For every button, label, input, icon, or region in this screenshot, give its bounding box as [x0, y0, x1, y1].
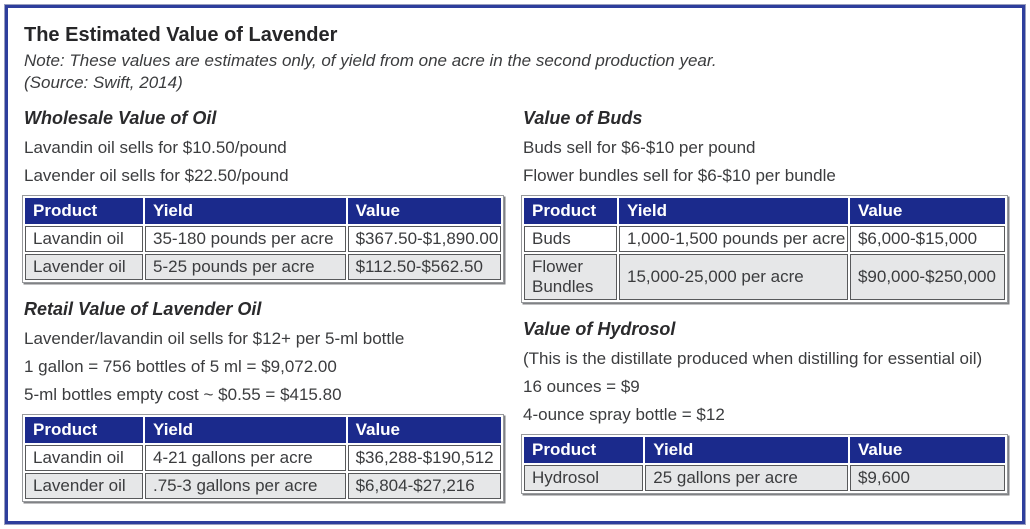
table-header-row: Product Yield Value — [524, 437, 1005, 463]
table-header-row: Product Yield Value — [25, 417, 501, 443]
table-row: Lavender oil .75-3 gallons per acre $6,8… — [25, 473, 501, 499]
product-cell: Lavender oil — [25, 473, 143, 499]
table-row: Lavandin oil 35-180 pounds per acre $367… — [25, 226, 501, 252]
table-header-cell: Product — [25, 417, 143, 443]
product-cell: Lavandin oil — [25, 226, 143, 252]
table-header-cell: Value — [347, 417, 501, 443]
info-line: Buds sell for $6-$10 per pound — [523, 138, 756, 157]
table-row: Flower Bundles 15,000-25,000 per acre $9… — [524, 254, 1005, 300]
page-title: The Estimated Value of Lavender — [24, 24, 338, 46]
section-heading: Retail Value of Lavender Oil — [24, 299, 262, 319]
info-line: (This is the distillate produced when di… — [523, 349, 983, 368]
value-cell: $6,804-$27,216 — [347, 473, 501, 499]
value-cell: $6,000-$15,000 — [849, 226, 1005, 252]
product-cell: Hydrosol — [524, 465, 644, 491]
table-row: Lavender oil 5-25 pounds per acre $112.5… — [25, 254, 501, 280]
section-wholesale-oil: Wholesale Value of Oil Lavandin oil sell… — [22, 107, 504, 283]
product-cell: Lavandin oil — [25, 445, 143, 471]
info-line: 1 gallon = 756 bottles of 5 ml = $9,072.… — [24, 357, 337, 376]
table-row: Hydrosol 25 gallons per acre $9,600 — [524, 465, 1005, 491]
source-text: (Source: Swift, 2014) — [24, 73, 183, 92]
section-heading: Value of Buds — [523, 108, 643, 128]
product-cell: Lavender oil — [25, 254, 143, 280]
info-line: Flower bundles sell for $6-$10 per bundl… — [523, 166, 836, 185]
wholesale-oil-table: Product Yield Value Lavandin oil 35-180 … — [22, 195, 504, 283]
product-cell: Buds — [524, 226, 617, 252]
value-cell: $90,000-$250,000 — [849, 254, 1005, 300]
table-header-cell: Value — [849, 198, 1005, 224]
info-line: 5-ml bottles empty cost ~ $0.55 = $415.8… — [24, 385, 342, 404]
value-cell: $36,288-$190,512 — [347, 445, 501, 471]
yield-cell: 35-180 pounds per acre — [145, 226, 346, 252]
table-header-cell: Yield — [619, 198, 848, 224]
section-retail-oil: Retail Value of Lavender Oil Lavender/la… — [22, 298, 504, 502]
retail-oil-table: Product Yield Value Lavandin oil 4-21 ga… — [22, 414, 504, 502]
section-heading: Wholesale Value of Oil — [24, 108, 217, 128]
section-hydrosol: Value of Hydrosol (This is the distillat… — [521, 318, 1008, 494]
info-line: Lavender oil sells for $22.50/pound — [24, 166, 289, 185]
table-row: Buds 1,000-1,500 pounds per acre $6,000-… — [524, 226, 1005, 252]
info-line: 4-ounce spray bottle = $12 — [523, 405, 725, 424]
yield-cell: 15,000-25,000 per acre — [619, 254, 848, 300]
table-header-row: Product Yield Value — [25, 198, 501, 224]
yield-cell: 25 gallons per acre — [645, 465, 848, 491]
value-cell: $112.50-$562.50 — [347, 254, 501, 280]
table-header-cell: Yield — [145, 198, 346, 224]
info-line: Lavender/lavandin oil sells for $12+ per… — [24, 329, 405, 348]
page-frame: The Estimated Value of Lavender Note: Th… — [4, 4, 1026, 525]
table-header-cell: Product — [524, 198, 617, 224]
yield-cell: 5-25 pounds per acre — [145, 254, 346, 280]
info-line: 16 ounces = $9 — [523, 377, 640, 396]
value-cell: $9,600 — [849, 465, 1005, 491]
table-header-cell: Value — [849, 437, 1005, 463]
table-row: Lavandin oil 4-21 gallons per acre $36,2… — [25, 445, 501, 471]
buds-table: Product Yield Value Buds 1,000-1,500 pou… — [521, 195, 1008, 303]
two-column-layout: Wholesale Value of Oil Lavandin oil sell… — [22, 107, 1008, 502]
left-column: Wholesale Value of Oil Lavandin oil sell… — [22, 107, 504, 502]
value-cell: $367.50-$1,890.00 — [347, 226, 501, 252]
table-header-cell: Product — [524, 437, 644, 463]
doc-header: The Estimated Value of Lavender Note: Th… — [22, 22, 1008, 94]
section-buds: Value of Buds Buds sell for $6-$10 per p… — [521, 107, 1008, 303]
table-header-row: Product Yield Value — [524, 198, 1005, 224]
hydrosol-table: Product Yield Value Hydrosol 25 gallons … — [521, 434, 1008, 494]
table-header-cell: Yield — [645, 437, 848, 463]
note-text: Note: These values are estimates only, o… — [24, 51, 717, 70]
table-header-cell: Yield — [145, 417, 346, 443]
yield-cell: .75-3 gallons per acre — [145, 473, 346, 499]
info-line: Lavandin oil sells for $10.50/pound — [24, 138, 287, 157]
yield-cell: 4-21 gallons per acre — [145, 445, 346, 471]
table-header-cell: Product — [25, 198, 143, 224]
yield-cell: 1,000-1,500 pounds per acre — [619, 226, 848, 252]
right-column: Value of Buds Buds sell for $6-$10 per p… — [521, 107, 1008, 502]
product-cell: Flower Bundles — [524, 254, 617, 300]
section-heading: Value of Hydrosol — [523, 319, 676, 339]
table-header-cell: Value — [347, 198, 501, 224]
